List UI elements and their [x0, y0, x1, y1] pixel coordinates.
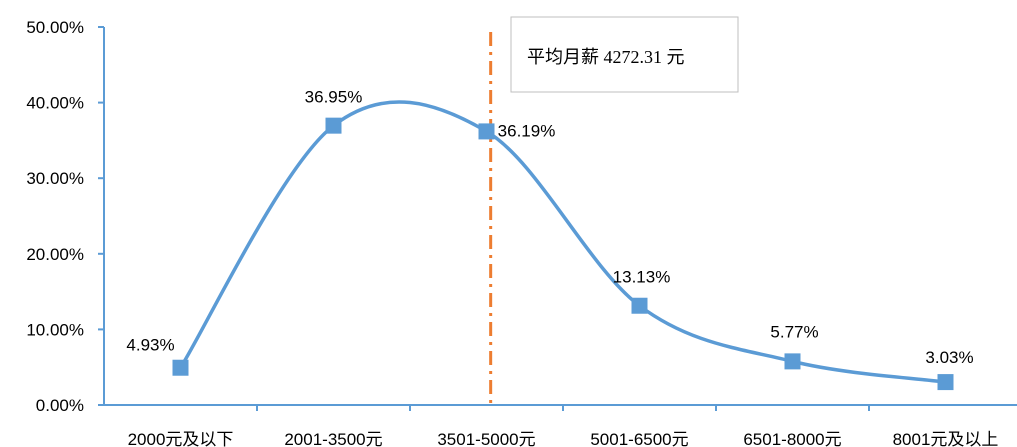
data-label: 36.95%: [305, 88, 363, 107]
data-label: 36.19%: [498, 121, 556, 140]
x-tick-label: 2000元及以下: [128, 430, 234, 447]
y-tick-label: 10.00%: [26, 320, 84, 339]
y-tick-label: 40.00%: [26, 94, 84, 113]
x-tick-label: 2001-3500元: [284, 430, 382, 447]
y-tick-label: 50.00%: [26, 18, 84, 37]
data-label: 5.77%: [770, 322, 818, 341]
x-tick-label: 8001元及以上: [893, 430, 999, 447]
data-label: 13.13%: [613, 268, 671, 287]
data-point-marker: [325, 117, 342, 134]
annotation-text: 平均月薪 4272.31 元: [527, 47, 685, 67]
data-point-marker: [172, 359, 189, 376]
data-label: 3.03%: [925, 348, 973, 367]
x-tick-label: 5001-6500元: [590, 430, 688, 447]
series-line: [179, 100, 946, 384]
data-point-marker: [631, 297, 648, 314]
data-point-marker: [784, 353, 801, 370]
y-tick-label: 20.00%: [26, 245, 84, 264]
average-salary-annotation: 平均月薪 4272.31 元: [510, 16, 739, 93]
x-tick-label: 3501-5000元: [437, 430, 535, 447]
x-axis: 2000元及以下 2001-3500元 3501-5000元 5001-6500元 65…: [104, 404, 1017, 447]
y-tick-label: 0.00%: [36, 396, 84, 415]
series-layer: 4.93% 36.95% 36.19% 13.13% 5.77% 3.03%: [126, 88, 974, 391]
data-point-marker: [937, 374, 954, 391]
data-point-marker: [478, 123, 495, 140]
y-axis: 0.00% 10.00% 20.00% 30.00% 40.00% 50.00%: [26, 18, 105, 415]
y-tick-label: 30.00%: [26, 169, 84, 188]
annotation-box: [510, 16, 739, 93]
x-tick-label: 6501-8000元: [743, 430, 841, 447]
data-label: 4.93%: [126, 336, 174, 355]
